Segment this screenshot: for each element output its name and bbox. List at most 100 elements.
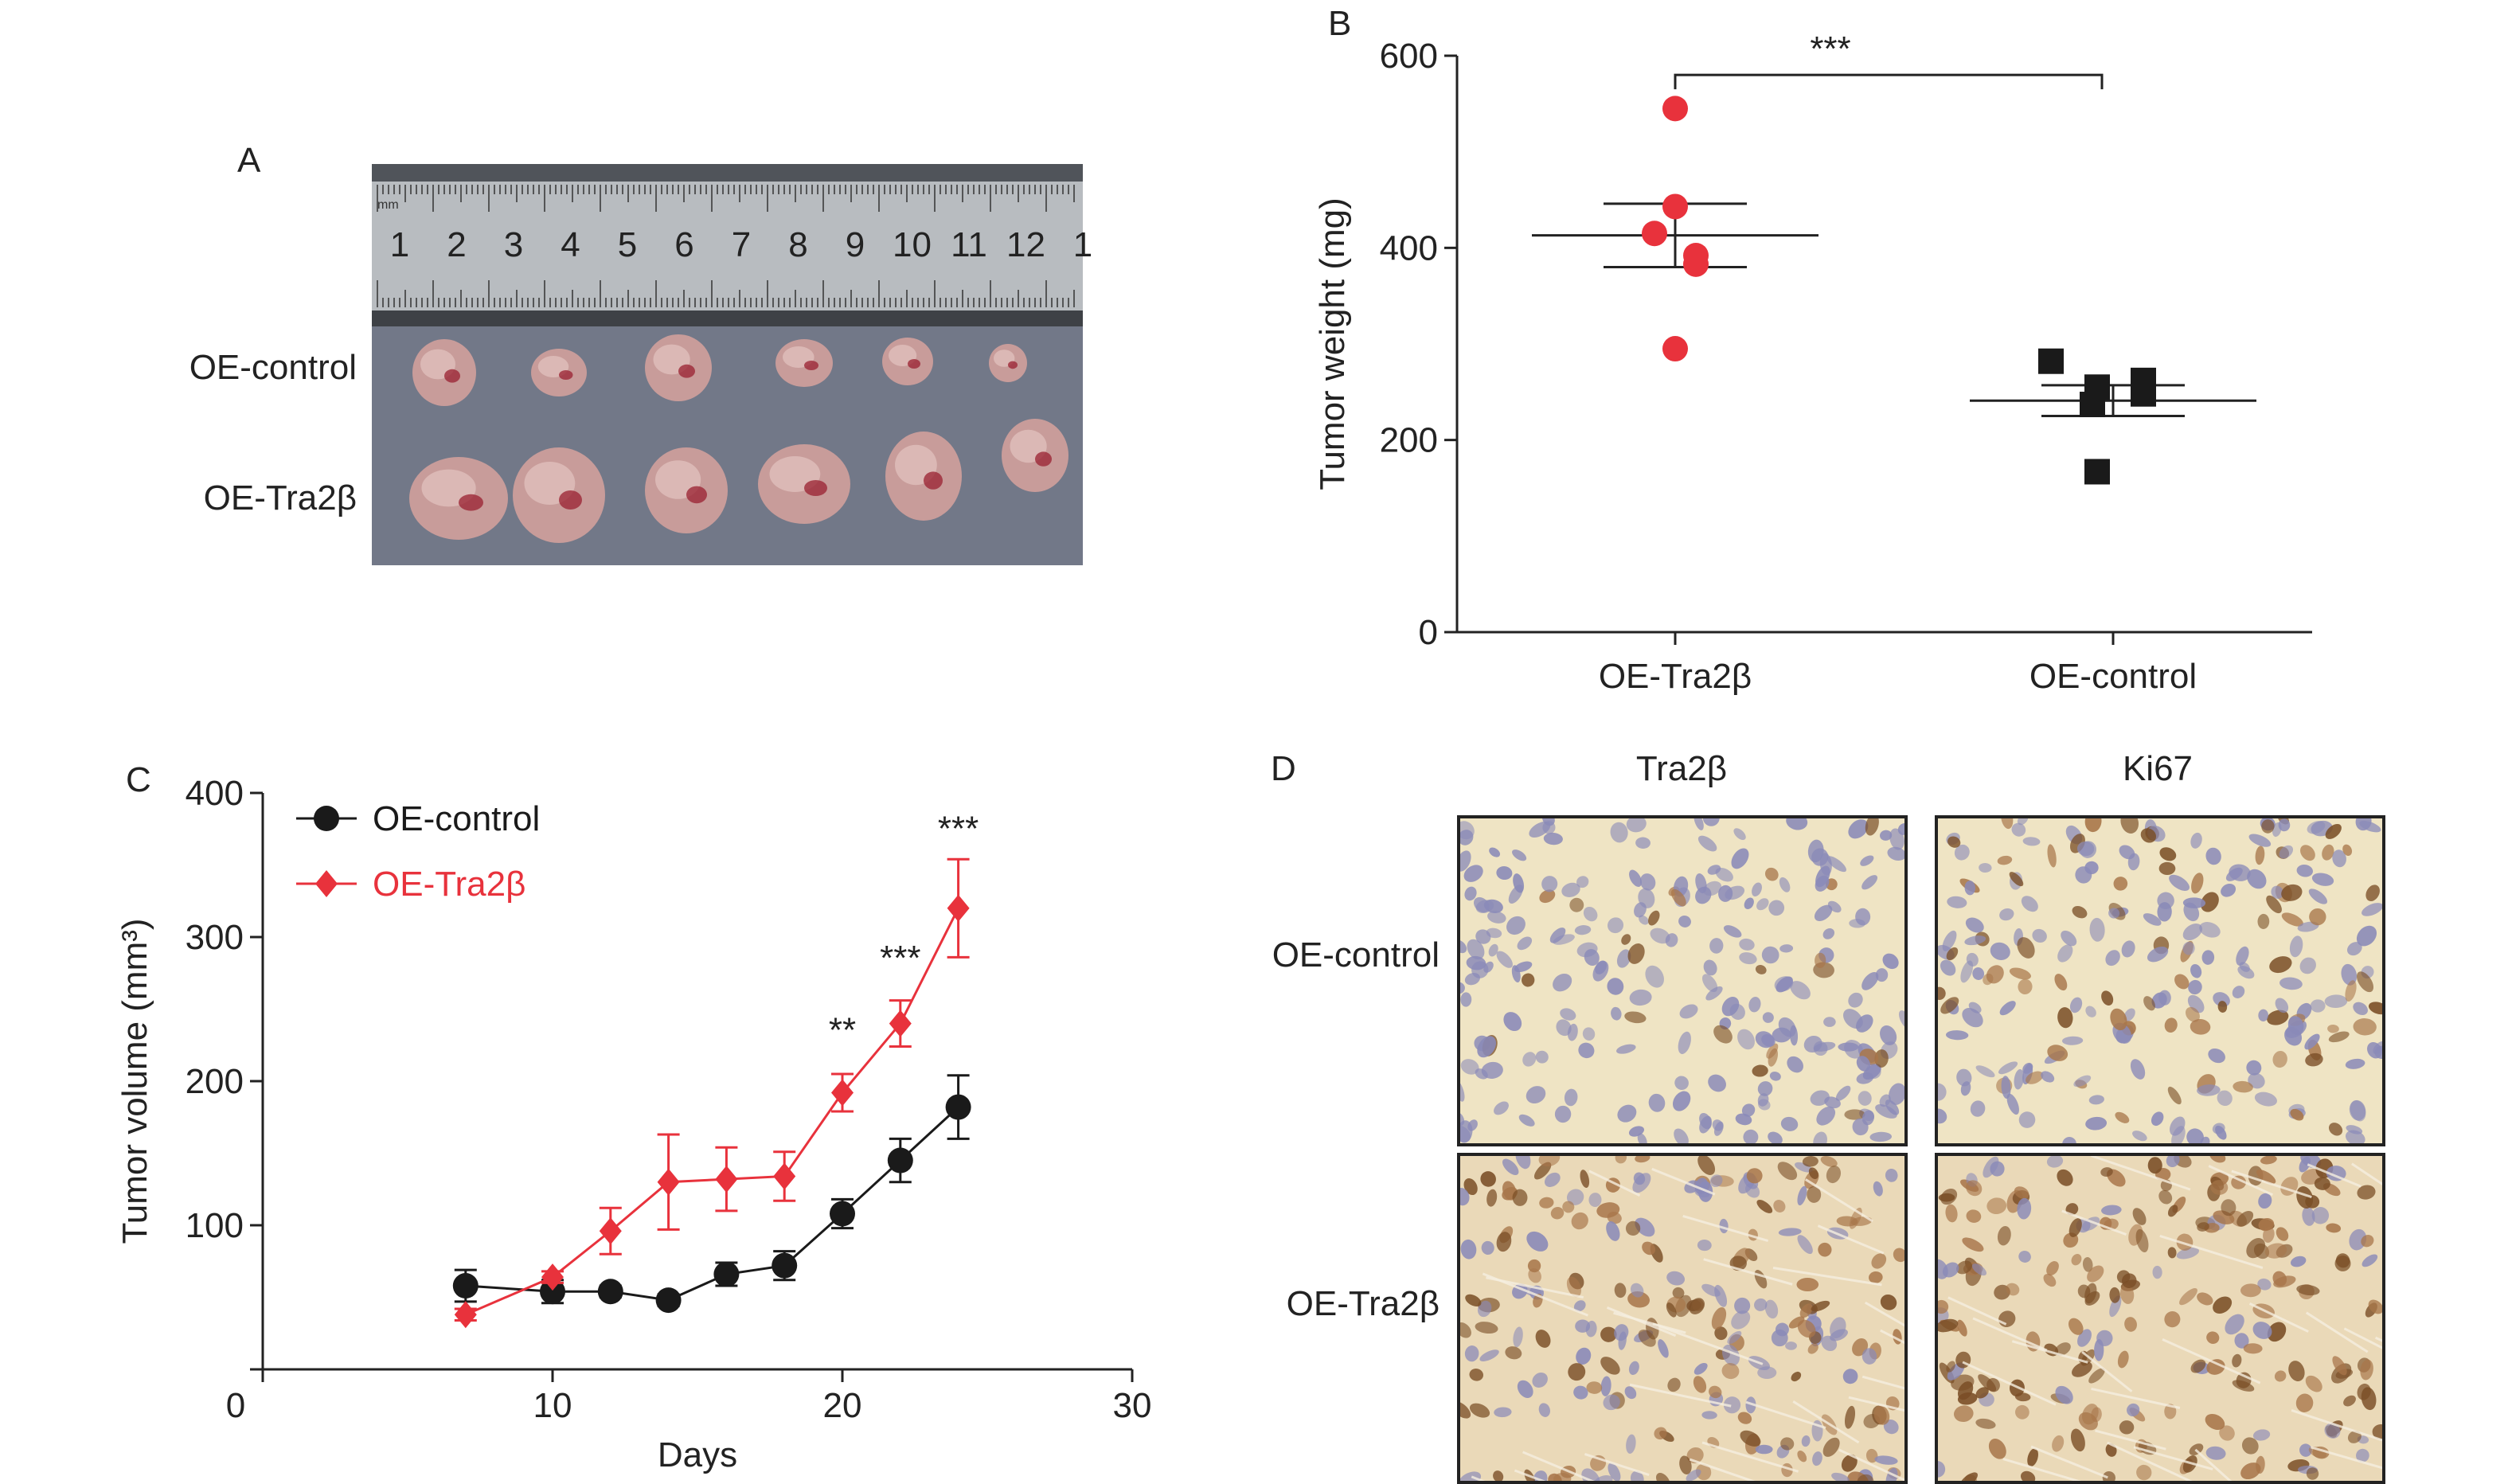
ihc-nucleus — [2119, 1420, 2135, 1435]
data-point — [454, 1301, 477, 1329]
ihc-nucleus — [2346, 942, 2362, 956]
ihc-nucleus — [1576, 1347, 1592, 1365]
ihc-nucleus — [1966, 1180, 1983, 1197]
ihc-nucleus — [2081, 1404, 2099, 1425]
ruler-dark-top — [372, 164, 1083, 182]
panel-c-xlabel: Days — [658, 1435, 737, 1474]
ihc-nucleus — [2232, 986, 2245, 998]
ihc-nucleus — [1999, 1001, 2016, 1016]
ihc-nucleus — [2296, 1186, 2314, 1209]
ihc-nucleus — [1709, 1174, 1723, 1188]
ihc-nucleus — [1970, 1100, 1986, 1117]
ihc-nucleus — [1844, 1109, 1865, 1120]
ihc-nucleus — [1627, 1291, 1651, 1308]
ihc-nucleus — [2132, 1131, 2147, 1142]
ruler-number: 12 — [1006, 225, 1045, 264]
ihc-nucleus — [2311, 1207, 2330, 1224]
panel-a-row-label-control: OE-control — [189, 348, 357, 387]
ihc-nucleus — [2113, 877, 2128, 891]
ruler — [372, 164, 1083, 315]
ihc-nucleus — [1861, 1110, 1875, 1126]
ihc-nucleus — [2217, 1090, 2233, 1107]
ihc-stroma-fiber — [2002, 1458, 2087, 1482]
ihc-nucleus — [1489, 847, 1501, 857]
ihc-nucleus — [1858, 1091, 1872, 1106]
legend-marker — [315, 870, 338, 897]
ihc-nucleus — [1616, 1044, 1636, 1054]
ihc-cells — [1459, 1154, 1906, 1482]
ihc-stroma-fiber — [2194, 1448, 2234, 1482]
ihc-nucleus — [1769, 1071, 1781, 1081]
ihc-nucleus — [1889, 1083, 1906, 1105]
ihc-nucleus — [2085, 1116, 2108, 1131]
ihc-nucleus — [1818, 1242, 1832, 1257]
ihc-nucleus — [1812, 1451, 1822, 1466]
ihc-nucleus — [1826, 856, 1847, 873]
ihc-nucleus — [1940, 1189, 1958, 1205]
ihc-nucleus — [1580, 1170, 1590, 1189]
ihc-nucleus — [1556, 1019, 1572, 1037]
ihc-nucleus — [1879, 830, 1893, 841]
ihc-nucleus — [2328, 1123, 2343, 1136]
ihc-nucleus — [2299, 957, 2316, 974]
ihc-nucleus — [1666, 1271, 1686, 1286]
ihc-nucleus — [2190, 1359, 2206, 1373]
ihc-nucleus — [1628, 1361, 1639, 1376]
ihc-nucleus — [1600, 1326, 1617, 1342]
panel-a-photo: A 1 2 3 4 5 6 7 8 9 10 11 12 1 mm OE-control OE-Tra2… — [189, 141, 1092, 565]
ihc-nucleus — [2275, 998, 2289, 1013]
ihc-nucleus — [1823, 1017, 1836, 1027]
ihc-stroma-fiber — [2133, 1446, 2213, 1470]
ihc-nucleus — [1936, 1108, 1947, 1124]
ihc-nucleus — [1608, 917, 1624, 934]
ihc-nucleus — [2101, 1205, 2122, 1216]
ihc-nucleus — [2087, 1265, 2104, 1283]
ihc-nucleus — [1755, 965, 1767, 974]
ihc-nucleus — [1723, 1396, 1741, 1414]
ihc-nucleus — [2353, 1002, 2368, 1016]
ihc-stroma-fiber — [1947, 1296, 2007, 1326]
ihc-stroma-fiber — [1772, 1266, 1882, 1287]
ihc-nucleus — [2076, 841, 2095, 857]
ihc-nucleus — [1873, 1181, 1883, 1197]
ihc-nucleus — [1464, 886, 1477, 901]
ihc-nucleus — [2119, 845, 2135, 860]
ihc-nucleus — [1496, 951, 1513, 968]
ihc-nucleus — [1797, 1185, 1807, 1206]
y-tick-label: 400 — [1380, 228, 1438, 268]
ihc-nucleus — [1582, 1027, 1596, 1041]
ihc-stroma-fiber — [1514, 1469, 1550, 1482]
ihc-nucleus — [2269, 956, 2292, 974]
significance-bracket — [1674, 73, 2104, 90]
ihc-nucleus — [2324, 1423, 2341, 1439]
ihc-nucleus — [2176, 1247, 2200, 1259]
ihc-nucleus — [1757, 1093, 1769, 1107]
ihc-nucleus — [1797, 1451, 1807, 1463]
ihc-nucleus — [2110, 1008, 2127, 1031]
ihc-nucleus — [1999, 908, 2014, 921]
ihc-nucleus — [2341, 963, 2358, 986]
ihc-nucleus — [1600, 1357, 1620, 1375]
ihc-nucleus — [2001, 1076, 2011, 1099]
ihc-nucleus — [1756, 1200, 1773, 1213]
ihc-nucleus — [1787, 1056, 1803, 1073]
ihc-nucleus — [1959, 1472, 1978, 1482]
ihc-nucleus — [2332, 1356, 2347, 1376]
ihc-nucleus — [1607, 978, 1624, 995]
ihc-nucleus — [1630, 1283, 1644, 1298]
ihc-nucleus — [1672, 1091, 1691, 1111]
ihc-nucleus — [2311, 873, 2334, 886]
data-point — [715, 1166, 738, 1193]
ihc-stroma-fiber — [1792, 1400, 1860, 1444]
ihc-nucleus — [2082, 1257, 2093, 1272]
ihc-nucleus — [1517, 936, 1533, 951]
ihc-nucleus — [2164, 1017, 2178, 1033]
ihc-nucleus — [1459, 1188, 1470, 1206]
ihc-nucleus — [1535, 1050, 1549, 1064]
ihc-stroma-fiber — [1651, 1167, 1716, 1196]
series-oe-control — [452, 1074, 971, 1314]
ihc-nucleus — [1887, 846, 1906, 861]
ihc-nucleus — [1788, 1316, 1805, 1329]
ihc-nucleus — [2289, 935, 2303, 958]
ihc-nucleus — [1522, 1052, 1537, 1067]
